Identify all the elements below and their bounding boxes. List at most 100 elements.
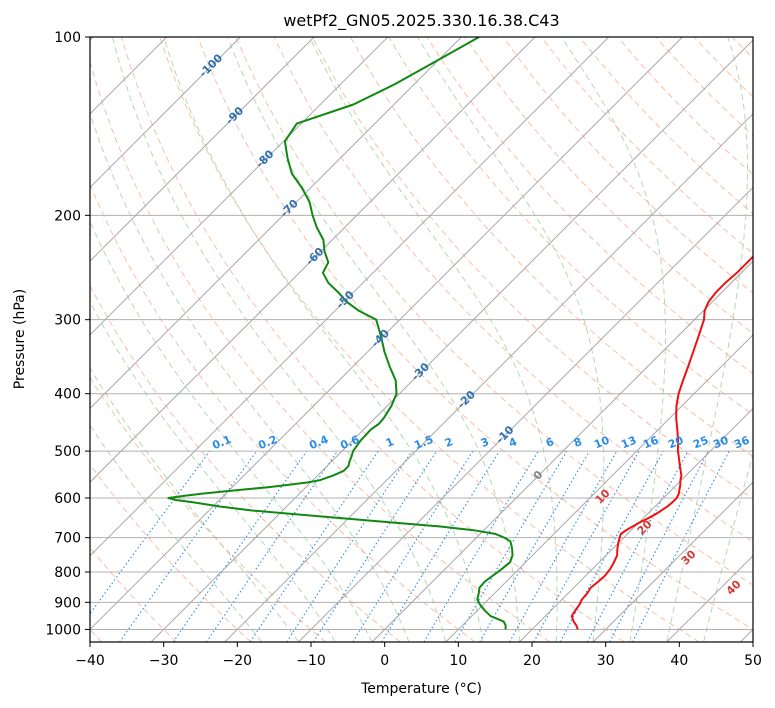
mixing-ratio-label: 36 <box>732 434 751 452</box>
dry-adiabat-line <box>235 37 753 586</box>
chart-title: wetPf2_GN05.2025.330.16.38.C43 <box>283 11 559 31</box>
x-tick-label: 40 <box>670 653 688 669</box>
x-tick-label: −20 <box>223 653 253 669</box>
y-axis-label: Pressure (hPa) <box>12 289 28 389</box>
moist-adiabat-label: 20 <box>635 517 655 537</box>
mixing-ratio-label: 13 <box>619 434 638 452</box>
dry-adiabat-line <box>770 37 775 642</box>
mixing-ratio-label: 3 <box>479 435 491 450</box>
mixing-ratio-line <box>249 450 379 642</box>
dry-adiabat-line <box>90 60 551 642</box>
moist-adiabats <box>90 37 753 642</box>
mixing-ratio-line <box>119 450 258 642</box>
dry-adiabats <box>90 37 775 642</box>
x-tick-label: −40 <box>75 653 105 669</box>
mixing-ratio-line <box>559 450 664 642</box>
profile-series <box>167 37 753 630</box>
mixing-ratio-line <box>381 450 500 642</box>
dry-adiabat-line <box>273 37 753 543</box>
moist-adiabat-line <box>90 424 262 642</box>
dry-adiabat-line <box>197 37 753 630</box>
isotherm-line <box>90 37 683 631</box>
moist-adiabat-line <box>90 111 410 642</box>
dry-adiabat-line <box>388 37 753 416</box>
mixing-ratio-label: 16 <box>641 434 660 452</box>
x-tick-label: 20 <box>523 653 541 669</box>
dry-adiabat-line <box>541 37 753 254</box>
mixing-ratio-line <box>352 450 474 642</box>
mixing-ratio-line <box>205 450 338 642</box>
isotherm-line <box>90 37 536 483</box>
isotherm-line <box>150 39 753 642</box>
mixing-ratio-label: 25 <box>691 434 710 452</box>
mixing-ratio-label: 6 <box>544 435 556 450</box>
moist-adiabat-line <box>90 301 336 642</box>
x-tick-label: 0 <box>380 653 389 669</box>
moist-adiabat-line <box>560 37 666 642</box>
y-tick-label: 700 <box>54 531 81 547</box>
mixing-ratio-line <box>90 450 211 615</box>
isotherm-label: -70 <box>278 197 301 220</box>
x-tick-label: −10 <box>296 653 326 669</box>
mixing-ratio-label: 0.4 <box>307 433 330 452</box>
dry-adiabat-line <box>90 284 401 642</box>
moist-adiabat-labels: 10 20 30 40 <box>593 486 744 597</box>
mixing-ratio-labels: 0.1 0.2 0.4 0.6 1 1.5 2 3 4 6 8 10 13 16 20 25 30 36 <box>210 433 751 452</box>
dry-adiabat-line <box>159 37 700 642</box>
isotherm-line <box>445 334 753 642</box>
y-tick-label: 200 <box>54 208 81 224</box>
dry-adiabat-line <box>350 37 753 458</box>
mixing-ratio-line <box>533 450 640 642</box>
y-tick-label: 400 <box>54 387 81 403</box>
y-tick-label: 600 <box>54 491 81 507</box>
y-tick-label: 900 <box>54 595 81 611</box>
dry-adiabat-line <box>617 37 753 176</box>
mixing-ratio-label: 2 <box>443 435 455 450</box>
mixing-ratio-line <box>313 450 438 642</box>
dry-adiabat-line <box>90 182 476 642</box>
y-tick-label: 100 <box>54 30 81 46</box>
isotherm-line <box>298 186 753 642</box>
plot-frame <box>89 36 754 643</box>
moist-adiabat-label: 30 <box>679 547 699 567</box>
isotherms <box>90 37 753 642</box>
mixing-ratio-line <box>632 450 730 642</box>
x-axis-label: Temperature (°C) <box>360 681 482 697</box>
mixing-ratio-label: 10 <box>592 434 611 452</box>
isotherm-line <box>592 481 753 642</box>
mixing-ratio-label: 8 <box>572 435 584 450</box>
isotherm-line <box>90 37 241 189</box>
mixing-ratio-label: 1 <box>384 435 396 450</box>
x-tick-label: −30 <box>149 653 179 669</box>
isotherm-label: -100 <box>197 51 226 80</box>
y-tick-label: 500 <box>54 444 81 460</box>
mixing-ratio-line <box>586 450 689 642</box>
mixing-ratio-line <box>423 450 539 642</box>
mixing-ratio-label: 4 <box>507 435 519 450</box>
moist-adiabat-line <box>90 220 373 642</box>
y-tick-label: 800 <box>54 565 81 581</box>
mixing-ratio-label: 30 <box>711 434 730 452</box>
mixing-ratio-line <box>509 450 618 642</box>
isotherm-line <box>519 407 753 642</box>
moist-adiabat-line <box>111 37 447 642</box>
dry-adiabat-line <box>655 37 753 137</box>
temperature-profile-line <box>570 255 753 630</box>
moist-adiabat-line <box>309 37 558 642</box>
grid-lines <box>90 37 753 630</box>
dewpoint-profile-line <box>167 37 514 630</box>
isotherm-line <box>224 113 753 642</box>
moist-adiabat-label: 10 <box>593 486 613 506</box>
mixing-ratio-label: 0.2 <box>256 433 279 452</box>
dry-adiabat-line <box>693 37 753 98</box>
isotherm-labels: -100-90-80-70-60-50-40-30-20-100 <box>197 51 546 482</box>
mixing-ratio-label: 20 <box>666 434 685 452</box>
isotherm-line <box>90 37 462 410</box>
moist-adiabat-line <box>703 452 753 642</box>
moist-adiabat-label: 40 <box>724 577 744 597</box>
mixing-ratio-lines <box>90 450 730 642</box>
isotherm-line <box>666 555 753 642</box>
moist-adiabat-line <box>417 37 605 642</box>
mixing-ratio-line <box>286 450 413 642</box>
